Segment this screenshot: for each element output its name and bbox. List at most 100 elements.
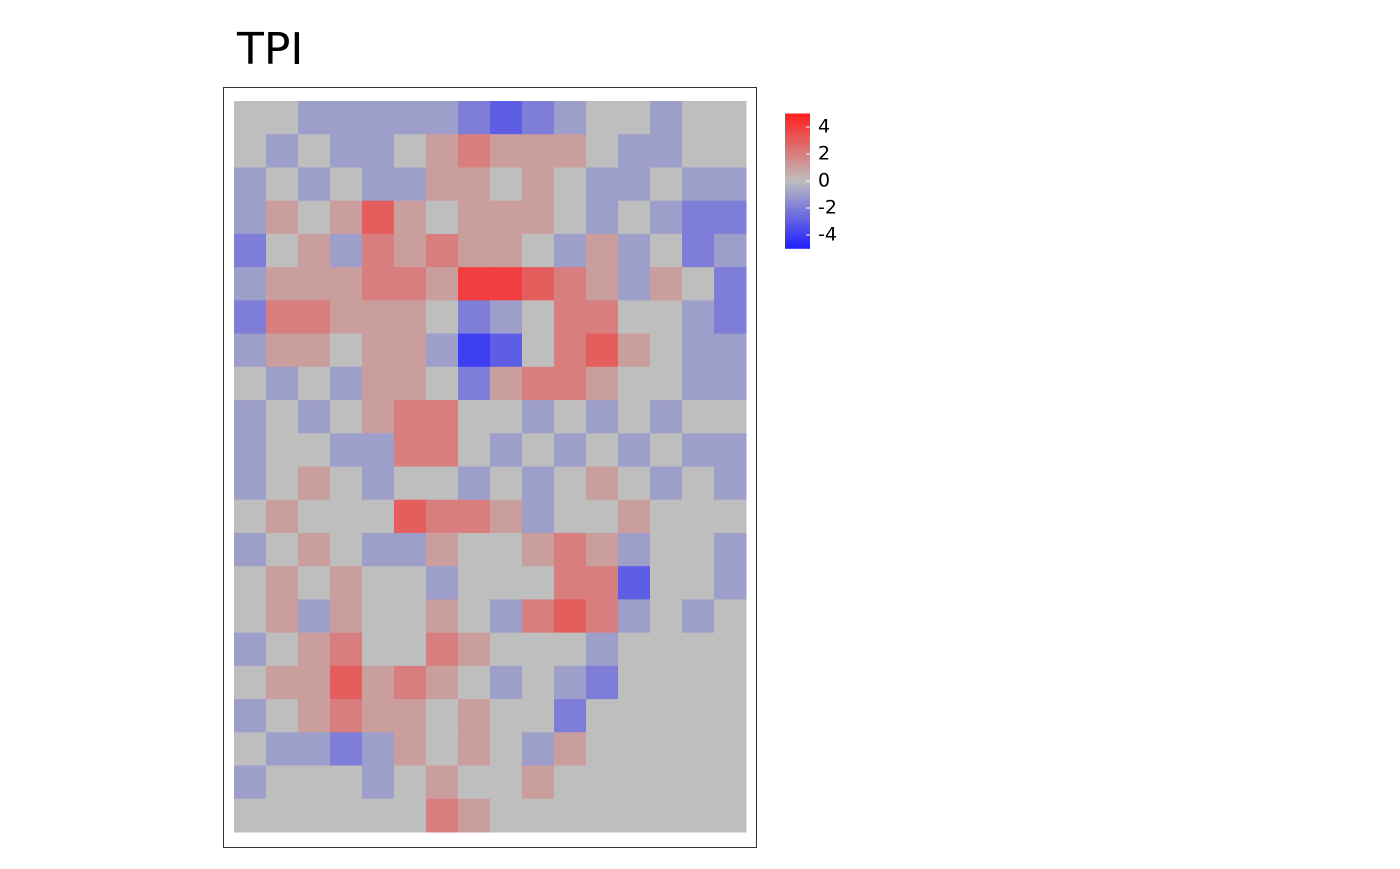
raster-cell [618, 732, 651, 767]
raster-cell [714, 267, 747, 301]
raster-cell [586, 300, 619, 335]
raster-cell [618, 134, 651, 168]
raster-cell [682, 665, 715, 700]
raster-cell [426, 499, 459, 534]
raster-cell [522, 101, 555, 135]
raster-cell [522, 699, 555, 733]
raster-cell [266, 466, 299, 501]
legend-swatch [785, 123, 810, 128]
legend-swatch [785, 143, 810, 148]
raster-cell [394, 101, 427, 135]
raster-cell [522, 433, 555, 467]
legend-swatch [785, 238, 810, 243]
raster-cell [554, 333, 587, 368]
raster-cell [522, 233, 555, 268]
raster-cell [458, 300, 491, 335]
raster-cell [682, 699, 715, 733]
raster-cell [394, 732, 427, 767]
raster-cell [266, 566, 299, 600]
raster-cell [298, 699, 331, 733]
raster-cell [234, 765, 267, 800]
raster-cell [682, 566, 715, 600]
raster-cell [682, 400, 715, 434]
legend-swatch [785, 201, 810, 205]
raster-cell [618, 765, 651, 800]
raster-cell [650, 599, 683, 634]
raster-cell [330, 267, 363, 301]
raster-cell [330, 333, 363, 368]
raster-cell [362, 433, 395, 467]
raster-cell [490, 732, 523, 767]
raster-cell [426, 200, 459, 235]
legend-label: 0 [818, 170, 830, 192]
raster-cell [490, 233, 523, 268]
raster-cell [362, 333, 395, 368]
raster-cell [266, 798, 299, 833]
raster-cell [330, 665, 363, 700]
raster-cell [458, 400, 491, 434]
legend-swatch [785, 211, 810, 216]
raster-cell [586, 400, 619, 434]
raster-cell [490, 366, 523, 401]
raster-cell [554, 233, 587, 268]
legend-swatch [785, 137, 810, 141]
raster-cell [426, 300, 459, 335]
raster-cell [330, 765, 363, 800]
raster-cell [490, 333, 523, 368]
legend-swatch [785, 140, 810, 145]
raster-cell [458, 333, 491, 368]
raster-cell [234, 665, 267, 700]
raster-cell [234, 400, 267, 434]
legend-swatch [785, 133, 810, 138]
raster-cell [234, 466, 267, 501]
raster-cell [362, 665, 395, 700]
raster-cell [234, 699, 267, 733]
raster-cell [554, 532, 587, 567]
raster-cell [330, 499, 363, 534]
raster-cell [362, 599, 395, 634]
raster-cell [714, 400, 747, 434]
raster-cell [682, 466, 715, 501]
raster-cell [234, 267, 267, 301]
raster-cell [394, 400, 427, 434]
raster-cell [650, 632, 683, 667]
raster-cell [650, 400, 683, 434]
raster-cell [394, 699, 427, 733]
raster-cell [394, 433, 427, 467]
raster-cell [426, 400, 459, 434]
raster-cell [330, 466, 363, 501]
legend-swatch [785, 245, 810, 249]
raster-cell [586, 233, 619, 268]
raster-cell [714, 599, 747, 634]
raster-cell [554, 433, 587, 467]
raster-cell [266, 499, 299, 534]
raster-cell [458, 466, 491, 501]
raster-cell [234, 233, 267, 268]
raster-cell [490, 632, 523, 667]
raster-cell [650, 101, 683, 135]
raster-cell [682, 300, 715, 335]
raster-cell [266, 233, 299, 268]
raster-cell [298, 300, 331, 335]
raster-cell [618, 101, 651, 135]
raster-cell [714, 765, 747, 800]
raster-cell [522, 499, 555, 534]
raster-cell [362, 167, 395, 202]
raster-cell [362, 765, 395, 800]
raster-cell [394, 300, 427, 335]
raster-cell [554, 699, 587, 733]
raster-cell [586, 499, 619, 534]
legend-label: 2 [818, 143, 830, 165]
raster-cell [490, 466, 523, 501]
raster-cell [714, 233, 747, 268]
raster-cell [298, 134, 331, 168]
raster-cell [298, 200, 331, 235]
legend-label: 4 [818, 116, 830, 138]
legend-swatch [785, 191, 810, 195]
raster-cell [554, 400, 587, 434]
raster-cell [650, 699, 683, 733]
raster-cell [490, 134, 523, 168]
raster-cell [490, 599, 523, 634]
raster-cell [394, 499, 427, 534]
